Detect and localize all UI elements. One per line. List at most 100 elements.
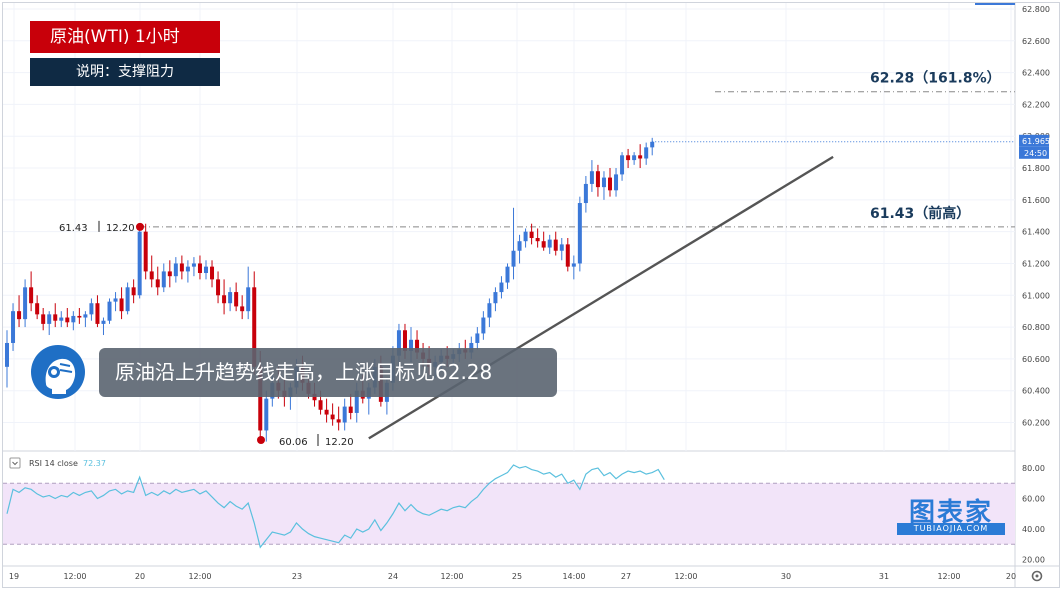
- rsi-value: 72.37: [83, 459, 106, 468]
- countdown-label: 24:50: [1024, 149, 1047, 158]
- candle-body: [571, 263, 576, 267]
- x-tick-label: 30: [781, 572, 791, 581]
- watermark-logo: 图表家 TUBIAOJIA.COM: [897, 492, 1005, 538]
- candle-body: [644, 147, 649, 159]
- candle: [505, 263, 510, 289]
- candle: [638, 144, 643, 169]
- candle-body: [35, 303, 40, 315]
- level-lines: 62.28（161.8%） 61.43（前高）: [140, 71, 1015, 228]
- candle: [336, 406, 341, 431]
- x-tick-label: 25: [512, 572, 522, 581]
- y-tick-label: 61.600: [1022, 196, 1050, 205]
- candle: [571, 255, 576, 280]
- candle: [330, 403, 335, 426]
- candle-body: [101, 320, 106, 324]
- candle-body: [119, 298, 124, 312]
- candle-body: [505, 266, 510, 283]
- candle: [529, 223, 534, 245]
- settings-gear-icon[interactable]: [1031, 570, 1043, 582]
- candle: [203, 260, 208, 280]
- candle: [149, 255, 154, 288]
- candle-body: [354, 390, 359, 413]
- candle: [83, 311, 88, 328]
- candle: [264, 390, 269, 442]
- y-tick-label: 62.800: [1022, 5, 1050, 14]
- candle: [240, 295, 245, 320]
- candle-body: [185, 266, 190, 272]
- price-axis: 62.80062.60062.40062.20062.00061.80061.6…: [652, 3, 1050, 428]
- candle: [173, 257, 178, 283]
- candle: [53, 303, 58, 328]
- candle: [137, 223, 142, 299]
- candle-body: [53, 314, 58, 321]
- candle: [517, 234, 522, 264]
- annot-date: 12.20: [325, 437, 354, 448]
- candle: [547, 234, 552, 254]
- x-tick-label: 24: [388, 572, 398, 581]
- candle-body: [167, 271, 172, 277]
- candle: [222, 279, 227, 315]
- candle-body: [210, 266, 215, 280]
- candle-body: [409, 339, 414, 351]
- candle-body: [535, 238, 540, 242]
- candle: [113, 292, 118, 312]
- candle: [167, 260, 172, 288]
- y-tick-label: 61.400: [1022, 228, 1050, 237]
- candle-body: [107, 301, 112, 321]
- candle-body: [59, 317, 64, 321]
- candle: [11, 303, 16, 351]
- candle-body: [475, 333, 480, 343]
- candle: [475, 327, 480, 350]
- countdown-tag: [1019, 146, 1049, 159]
- candle: [632, 152, 637, 165]
- candle: [499, 276, 504, 299]
- y-tick-label: 61.200: [1022, 259, 1050, 268]
- candle-body: [264, 398, 269, 431]
- low-marker: [257, 436, 265, 444]
- candle: [559, 238, 564, 261]
- candle: [77, 307, 82, 324]
- candle: [481, 311, 486, 340]
- candle: [185, 260, 190, 283]
- candle-body: [11, 311, 16, 343]
- rsi-y-tick: 80.00: [1022, 464, 1045, 473]
- candle-body: [149, 271, 154, 280]
- candle-body: [113, 298, 118, 302]
- level-label: 61.43（前高）: [870, 205, 970, 222]
- candle-body: [324, 409, 329, 415]
- y-tick-label: 61.800: [1022, 164, 1050, 173]
- y-tick-label: 60.400: [1022, 387, 1050, 396]
- y-tick-label: 60.200: [1022, 419, 1050, 428]
- candle-body: [415, 339, 420, 353]
- candle-body: [342, 406, 347, 423]
- annot-price: 60.06: [279, 437, 308, 448]
- current-price-label: 61.965: [1022, 137, 1050, 146]
- candle: [161, 263, 166, 293]
- candle: [650, 137, 655, 156]
- chevron-down-icon: [12, 461, 18, 466]
- candle: [125, 282, 130, 315]
- x-tick-label: 12:00: [440, 572, 463, 581]
- candle: [197, 255, 202, 280]
- candle-body: [143, 231, 148, 272]
- candle: [228, 287, 233, 312]
- candle-body: [481, 317, 486, 334]
- candle-body: [469, 342, 474, 353]
- x-tick-label: 12:00: [674, 572, 697, 581]
- candle-body: [89, 303, 94, 315]
- candle-body: [77, 315, 82, 318]
- rsi-y-tick: 40.00: [1022, 525, 1045, 534]
- candle: [523, 228, 528, 248]
- candle: [101, 317, 106, 336]
- candle: [348, 393, 353, 420]
- x-tick-label: 12:00: [63, 572, 86, 581]
- candle-body: [71, 315, 76, 323]
- y-tick-label: 60.800: [1022, 323, 1050, 332]
- candle-body: [83, 314, 88, 318]
- rsi-line: [6, 464, 665, 549]
- candle-body: [155, 279, 160, 288]
- candle: [626, 148, 631, 169]
- headline-text: 原油沿上升趋势线走高，上涨目标见62.28: [115, 360, 493, 384]
- candle-body: [517, 241, 522, 251]
